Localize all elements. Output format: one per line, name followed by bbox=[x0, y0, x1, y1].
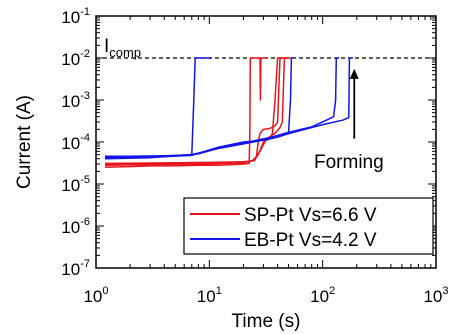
legend-label-eb-pt: EB-Pt Vs=4.2 V bbox=[244, 230, 377, 251]
series-1 bbox=[104, 57, 353, 160]
y-tick-label: 10-3 bbox=[61, 90, 90, 111]
series-0-curve-1 bbox=[104, 57, 283, 166]
forming-label: Forming bbox=[314, 152, 384, 173]
legend-box bbox=[183, 197, 434, 255]
legend: SP-Pt Vs=6.6 V EB-Pt Vs=4.2 V bbox=[183, 197, 434, 255]
x-tick-label: 103 bbox=[423, 285, 448, 306]
series-0-curve-3 bbox=[104, 57, 291, 165]
x-tick-label: 100 bbox=[83, 285, 108, 306]
series-1-curve-1 bbox=[104, 57, 295, 159]
forming-arrowhead bbox=[349, 68, 359, 79]
y-axis-tick-labels: 10-7 10-6 10-5 10-4 10-3 10-2 10-1 bbox=[61, 6, 90, 279]
series-1-curve-0 bbox=[105, 57, 212, 157]
y-tick-label: 10-6 bbox=[61, 216, 90, 237]
compliance-text: Icomp bbox=[104, 36, 141, 60]
x-axis-ticks bbox=[95, 16, 432, 268]
y-tick-label: 10-4 bbox=[61, 132, 90, 153]
y-axis-title: Current (A) bbox=[14, 95, 35, 189]
x-tick-label: 101 bbox=[197, 285, 222, 306]
y-tick-label: 10-2 bbox=[61, 48, 90, 69]
x-axis-tick-labels: 100 101 102 103 bbox=[83, 285, 448, 306]
y-tick-label: 10-1 bbox=[61, 6, 90, 27]
y-axis-ticks bbox=[96, 17, 436, 269]
y-tick-label: 10-7 bbox=[61, 258, 90, 279]
series-0 bbox=[104, 57, 291, 169]
series-1-curve-2 bbox=[104, 57, 340, 160]
x-axis-title: Time (s) bbox=[232, 311, 301, 332]
compliance-label: Icomp bbox=[104, 36, 141, 60]
legend-label-sp-pt: SP-Pt Vs=6.6 V bbox=[244, 205, 377, 226]
y-tick-label: 10-5 bbox=[61, 174, 90, 195]
x-tick-label: 102 bbox=[310, 285, 335, 306]
series-layer bbox=[104, 57, 353, 169]
series-0-curve-0 bbox=[104, 57, 267, 169]
forming-annotation: Forming bbox=[314, 68, 384, 173]
series-1-curve-3 bbox=[104, 57, 353, 158]
